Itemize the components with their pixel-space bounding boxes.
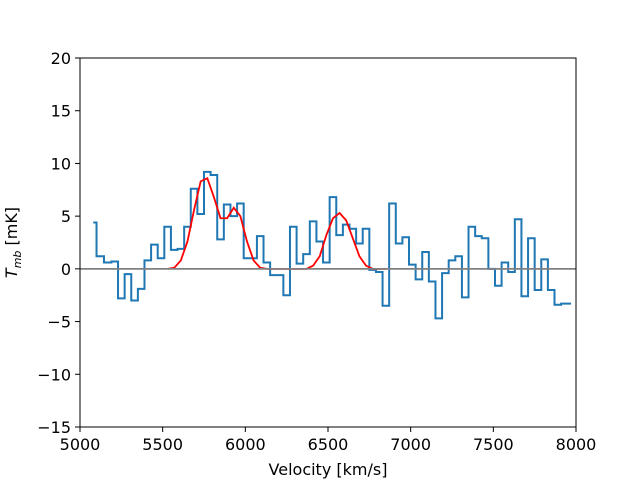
- x-axis-label: Velocity [km/s]: [269, 460, 388, 479]
- y-tick-label: 15: [51, 102, 71, 121]
- x-tick-label: 5500: [142, 435, 183, 454]
- y-tick-label: 20: [51, 49, 71, 68]
- y-tick-label: −5: [47, 313, 71, 332]
- y-axis: −15 −10 −5 0 5 10 15 20: [37, 49, 80, 437]
- y-tick-label: 0: [61, 260, 71, 279]
- y-axis-label-main: T: [2, 267, 21, 278]
- fit-series: [167, 176, 386, 270]
- y-tick-label: −10: [37, 365, 71, 384]
- x-tick-label: 5000: [60, 435, 101, 454]
- x-axis: 5000 5500 6000 6500 7000 7500 8000: [60, 427, 597, 454]
- y-axis-label-sub: mb: [11, 251, 24, 269]
- y-tick-label: −15: [37, 418, 71, 437]
- plot-frame: [79, 57, 577, 428]
- x-tick-label: 6000: [225, 435, 266, 454]
- x-tick-label: 7000: [390, 435, 431, 454]
- y-tick-label: 10: [51, 154, 71, 173]
- y-axis-label: Tmb [mK]: [2, 207, 24, 278]
- x-tick-label: 6500: [308, 435, 349, 454]
- x-tick-label: 8000: [556, 435, 597, 454]
- y-tick-label: 5: [61, 207, 71, 226]
- x-tick-label: 7500: [473, 435, 514, 454]
- plot-layer: [80, 170, 576, 320]
- y-axis-label-unit: [mK]: [2, 207, 21, 251]
- spectrum-series: [93, 170, 572, 320]
